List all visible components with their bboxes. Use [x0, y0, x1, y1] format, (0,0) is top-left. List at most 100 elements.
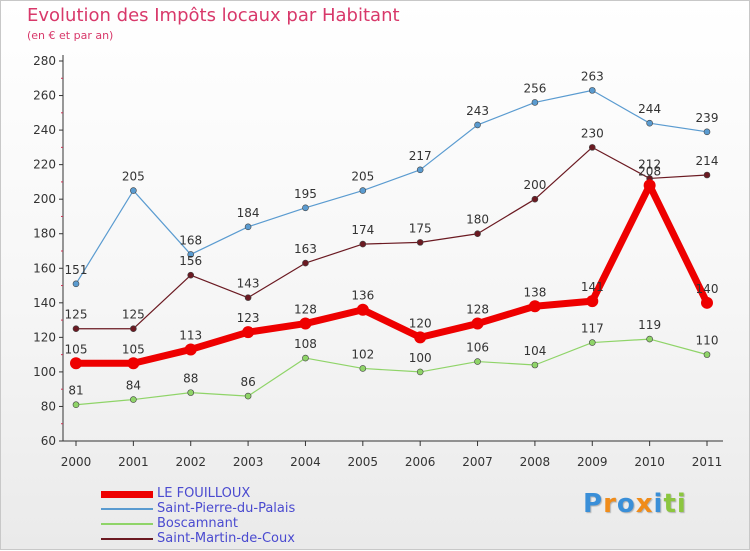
x-tick-label: 2004: [290, 455, 321, 469]
legend-label: Saint-Pierre-du-Palais: [157, 501, 296, 516]
data-label-saint-martin-de-coux: 200: [523, 178, 546, 192]
data-label-saint-pierre-du-palais: 256: [523, 81, 546, 95]
data-point-boscamnant: [187, 389, 195, 396]
data-label-le-fouilloux: 105: [122, 342, 145, 356]
data-label-saint-martin-de-coux: 143: [237, 277, 260, 291]
data-label-boscamnant: 84: [126, 379, 141, 393]
data-label-le-fouilloux: 208: [638, 164, 661, 178]
data-label-saint-martin-de-coux: 156: [179, 254, 202, 268]
data-label-saint-martin-de-coux: 175: [409, 221, 432, 235]
series-line-saint-martin-de-coux: [75, 146, 708, 330]
data-label-boscamnant: 104: [523, 344, 546, 358]
data-label-saint-pierre-du-palais: 263: [581, 69, 604, 83]
data-point-le-fouilloux: [184, 343, 197, 356]
series-line-le-fouilloux: [72, 181, 711, 367]
data-point-saint-pierre-du-palais: [302, 204, 309, 212]
y-tick-label: 260: [33, 89, 56, 103]
x-tick-label: 2007: [462, 455, 493, 469]
data-label-saint-pierre-du-palais: 243: [466, 104, 489, 118]
logo-letter: P: [583, 489, 604, 519]
data-point-boscamnant: [703, 351, 711, 358]
series-layer: [70, 87, 713, 409]
data-point-saint-pierre-du-palais: [359, 187, 367, 194]
data-point-le-fouilloux: [701, 296, 713, 309]
data-point-saint-martin-de-coux: [359, 240, 367, 248]
data-point-saint-pierre-du-palais: [646, 119, 653, 127]
data-label-saint-martin-de-coux: 125: [122, 308, 145, 322]
legend-swatch: [101, 490, 153, 498]
data-point-le-fouilloux: [242, 326, 255, 339]
data-label-le-fouilloux: 136: [351, 289, 374, 303]
data-label-boscamnant: 110: [696, 334, 719, 348]
chart-subtitle: (en € et par an): [27, 29, 114, 42]
legend-swatch: [101, 508, 153, 510]
x-tick-label: 2002: [175, 455, 206, 469]
data-label-le-fouilloux: 120: [409, 316, 432, 330]
data-point-boscamnant: [244, 392, 252, 400]
data-point-saint-pierre-du-palais: [244, 223, 252, 231]
logo-letter: i: [676, 489, 687, 519]
chart-title: Evolution des Impôts locaux par Habitant: [27, 5, 400, 26]
data-label-le-fouilloux: 128: [466, 303, 489, 317]
data-point-boscamnant: [359, 365, 367, 372]
data-point-le-fouilloux: [643, 179, 656, 192]
data-point-boscamnant: [130, 396, 137, 403]
data-point-boscamnant: [474, 358, 481, 365]
data-point-le-fouilloux: [356, 303, 369, 316]
data-label-saint-pierre-du-palais: 217: [409, 149, 432, 163]
data-label-le-fouilloux: 105: [65, 342, 88, 356]
data-point-le-fouilloux: [528, 300, 541, 313]
proxiti-logo: Proxiti: [583, 489, 687, 519]
legend-label: Boscamnant: [157, 516, 238, 531]
data-label-le-fouilloux: 140: [696, 282, 719, 296]
data-label-saint-pierre-du-palais: 244: [638, 102, 661, 116]
x-tick-label: 2000: [61, 455, 92, 469]
data-point-saint-martin-de-coux: [416, 239, 424, 246]
data-label-boscamnant: 88: [183, 372, 198, 386]
data-point-saint-martin-de-coux: [244, 294, 252, 301]
data-label-saint-martin-de-coux: 163: [294, 242, 317, 256]
data-label-saint-martin-de-coux: 125: [65, 308, 88, 322]
data-point-le-fouilloux: [70, 357, 82, 370]
data-point-boscamnant: [588, 339, 596, 346]
data-label-boscamnant: 106: [466, 341, 489, 355]
data-point-saint-pierre-du-palais: [416, 166, 424, 174]
data-point-boscamnant: [416, 368, 424, 376]
data-point-le-fouilloux: [471, 317, 484, 330]
data-label-saint-pierre-du-palais: 168: [179, 233, 202, 247]
x-tick-label: 2011: [692, 455, 723, 469]
data-point-saint-martin-de-coux: [703, 171, 711, 179]
y-tick-label: 280: [33, 54, 56, 68]
legend-swatch: [101, 538, 153, 540]
chart-axes: 60 80 100 120 140 160 180 200 220 240 260 280 2000 20…: [33, 54, 723, 469]
data-label-saint-pierre-du-palais: 151: [65, 263, 88, 277]
data-label-boscamnant: 119: [638, 318, 661, 332]
data-label-le-fouilloux: 138: [523, 285, 546, 299]
data-point-saint-pierre-du-palais: [588, 87, 596, 94]
legend-label: LE FOUILLOUX: [157, 486, 251, 501]
data-point-le-fouilloux: [586, 295, 599, 308]
data-label-saint-pierre-du-palais: 205: [122, 170, 145, 184]
y-tick-label: 180: [33, 227, 56, 241]
data-point-le-fouilloux: [127, 357, 140, 370]
data-point-boscamnant: [302, 354, 309, 362]
data-point-saint-pierre-du-palais: [72, 280, 80, 288]
data-point-boscamnant: [72, 401, 80, 409]
data-label-saint-pierre-du-palais: 205: [351, 170, 374, 184]
data-point-saint-martin-de-coux: [531, 195, 539, 203]
data-point-saint-pierre-du-palais: [130, 187, 137, 194]
data-label-saint-pierre-du-palais: 195: [294, 187, 317, 201]
data-label-saint-martin-de-coux: 230: [581, 126, 604, 140]
data-point-saint-martin-de-coux: [130, 325, 137, 333]
series-line-saint-pierre-du-palais: [75, 89, 708, 285]
data-point-boscamnant: [646, 335, 653, 343]
data-point-saint-martin-de-coux: [302, 259, 309, 267]
data-point-saint-martin-de-coux: [187, 271, 195, 279]
data-point-saint-pierre-du-palais: [531, 99, 539, 106]
data-label-le-fouilloux: 128: [294, 303, 317, 317]
data-point-saint-martin-de-coux: [588, 144, 596, 151]
x-tick-label: 2009: [577, 455, 608, 469]
data-label-boscamnant: 81: [68, 384, 83, 398]
x-tick-label: 2003: [233, 455, 264, 469]
